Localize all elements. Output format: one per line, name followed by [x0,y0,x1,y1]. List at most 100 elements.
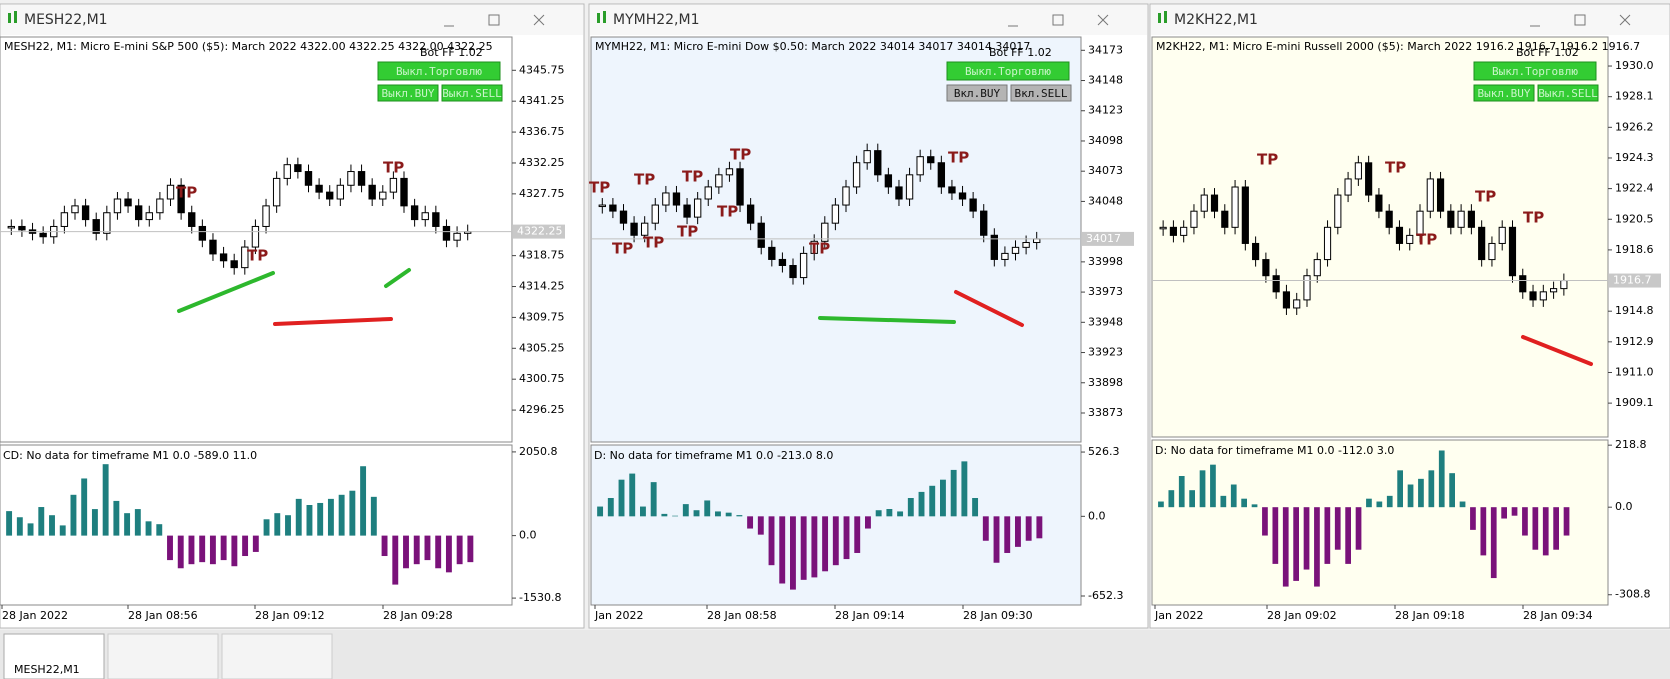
candle [1231,186,1239,228]
price-tick-label: 33923 [1088,346,1123,359]
bot-button-label[interactable]: Выкл.BUY [1478,87,1531,100]
bot-button[interactable] [1473,61,1597,81]
tab[interactable] [3,633,105,679]
candle [272,177,281,207]
candle [1519,275,1527,293]
maximize-button[interactable] [1052,14,1064,26]
indicator-tick-label: -1530.8 [519,591,561,604]
histogram-bar [306,505,313,536]
histogram-bar [929,485,936,517]
candle [283,164,291,179]
candle [778,258,787,266]
histogram-bar [156,524,163,536]
candle [969,198,977,212]
candle [1282,291,1291,309]
tp-label: TP [634,171,655,189]
bot-button-label[interactable]: Выкл.Торговлю [965,65,1051,78]
candle [1426,178,1434,212]
histogram-bar [285,515,291,536]
close-button[interactable] [1619,14,1631,26]
histogram-bar [875,510,882,517]
candle [1221,210,1229,228]
current-price-label: 1916.7 [1613,274,1652,287]
tp-label: TP [1257,151,1278,169]
bot-label: Bot FF 1.02 [420,46,483,59]
tab-label[interactable]: MESH22,M1 [14,663,80,676]
indicator-title: D: No data for timeframe M1 0.0 -112.0 3… [1155,444,1394,457]
price-tick-label: 1914.8 [1615,304,1654,317]
candle [1498,226,1506,244]
bot-button-label[interactable]: Вкл.BUY [954,87,1001,100]
histogram-bar [682,504,689,517]
tab[interactable] [107,633,219,679]
histogram-bar [736,515,743,517]
candle [336,184,345,200]
close-button[interactable] [1097,14,1109,26]
bot-button-label[interactable]: Выкл.BUY [382,87,435,100]
candle [1293,299,1301,309]
candle [442,225,451,241]
price-tick-label: 1920.5 [1615,212,1654,225]
candle [304,171,313,186]
bot-button[interactable] [946,84,1008,102]
candle [1303,275,1311,301]
chart-header: MYMH22, M1: Micro E-mini Dow $0.50: Marc… [595,40,1030,53]
histogram-bar [1210,464,1216,508]
bot-button[interactable] [441,84,503,102]
candle [715,174,723,188]
candle [874,150,882,176]
candle [1457,210,1465,228]
histogram-bar [59,525,66,536]
bot-button-label[interactable]: Выкл.SELL [1538,87,1598,100]
price-tick-label: 33973 [1088,285,1123,298]
histogram-bar [16,517,23,536]
maximize-button[interactable] [488,14,500,26]
bot-button[interactable] [1473,84,1535,102]
candle [1365,162,1373,196]
candle [1436,178,1445,212]
histogram-bar [1522,507,1528,536]
tp-label: TP [948,149,969,167]
histogram-bar [413,535,420,565]
bot-button-label[interactable]: Выкл.Торговлю [1492,65,1578,78]
histogram-bar [456,535,463,565]
candle [241,246,249,269]
candle [1508,226,1517,277]
bot-button[interactable] [946,61,1070,81]
candle [177,184,185,214]
bot-button[interactable] [377,84,439,102]
tp-label: TP [589,179,610,197]
bot-button[interactable] [377,61,501,81]
histogram-bar [91,509,98,536]
bot-button[interactable] [1537,84,1599,102]
bot-button[interactable] [1010,84,1072,102]
candle [916,156,924,176]
time-label: 28 Jan 09:28 [383,609,453,622]
close-button[interactable] [533,14,545,26]
histogram-bar [1490,507,1497,579]
maximize-button[interactable] [1574,14,1586,26]
bot-button-label[interactable]: Выкл.Торговлю [396,65,482,78]
candle [432,212,440,227]
histogram-bar [327,498,334,536]
candle [92,219,100,234]
candle [134,205,143,221]
candle [831,204,840,224]
bot-button-label[interactable]: Вкл.SELL [1015,87,1068,100]
histogram-bar [1025,516,1032,541]
histogram-bar [629,473,636,517]
histogram-bar [1189,490,1195,508]
histogram-bar [102,464,109,536]
candle [209,239,217,255]
histogram-bar [1178,476,1185,508]
candle [725,168,734,176]
candle [230,260,238,269]
time-label: 28 Jan 09:12 [255,609,325,622]
histogram-bar [865,516,871,529]
histogram-bar [199,535,206,563]
bot-button-label[interactable]: Выкл.SELL [442,87,502,100]
candle [1313,259,1321,277]
candle [651,204,659,224]
tab[interactable] [221,633,333,679]
candle [113,198,122,214]
